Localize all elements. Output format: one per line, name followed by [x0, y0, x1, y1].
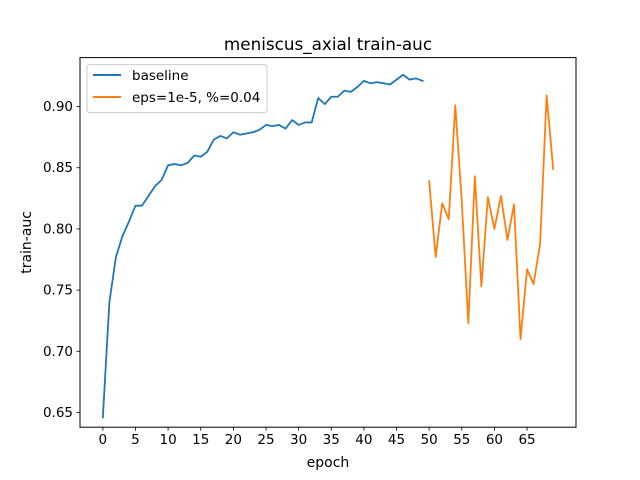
- x-tick-label: 60: [486, 432, 503, 448]
- x-tick-label: 65: [518, 432, 535, 448]
- x-tick-label: 10: [160, 432, 177, 448]
- x-tick-label: 15: [192, 432, 209, 448]
- y-tick-label: 0.65: [43, 405, 73, 421]
- y-tick-label: 0.75: [43, 283, 73, 299]
- y-axis-label: train-auc: [19, 211, 35, 274]
- x-tick-label: 0: [99, 432, 108, 448]
- x-tick-label: 35: [323, 432, 340, 448]
- legend-label-baseline: baseline: [132, 68, 189, 84]
- y-tick-label: 0.70: [43, 344, 73, 360]
- x-tick-label: 30: [290, 432, 307, 448]
- legend: baseline eps=1e-5, %=0.04: [86, 64, 268, 114]
- x-axis-label: epoch: [307, 455, 350, 471]
- x-tick-label: 5: [131, 432, 140, 448]
- plot-lines: [101, 73, 555, 419]
- x-tick-label: 20: [225, 432, 242, 448]
- x-tick-label: 40: [355, 432, 372, 448]
- y-tick-label: 0.85: [43, 160, 73, 176]
- series-line-baseline: [101, 73, 424, 419]
- x-tick-label: 50: [421, 432, 438, 448]
- legend-frame: [86, 64, 268, 114]
- y-tick-label: 0.80: [43, 221, 73, 237]
- x-tick-label: 45: [388, 432, 405, 448]
- y-axis-ticks: 0.65 0.70 0.75 0.80 0.85 0.90: [43, 99, 80, 421]
- series-line-eps: [428, 94, 555, 340]
- x-tick-label: 55: [453, 432, 470, 448]
- chart-title: meniscus_axial train-auc: [224, 34, 432, 55]
- x-tick-label: 25: [257, 432, 274, 448]
- y-tick-label: 0.90: [43, 99, 73, 115]
- x-axis-ticks: 0 5 10 15 20 25 30 35 40 45 50 55 60 65: [99, 427, 536, 448]
- legend-label-eps: eps=1e-5, %=0.04: [132, 90, 260, 106]
- plot-area-frame: [79, 57, 577, 428]
